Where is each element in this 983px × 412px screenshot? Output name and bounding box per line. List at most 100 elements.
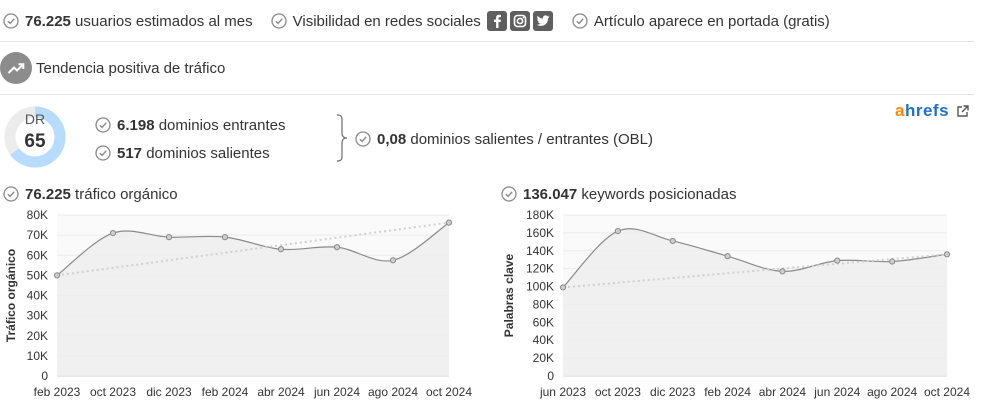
trend-line	[56, 221, 450, 277]
check-circle-icon	[501, 186, 517, 202]
outgoing-label: dominios salientes	[142, 144, 270, 162]
x-tick-label: oct 2024	[924, 385, 970, 399]
traffic-chart: 0 10K 20K 30K 40K 50K 60K 70K 80K feb 2023 oct 202…	[4, 208, 472, 399]
x-tick-label: dic 2023	[146, 385, 192, 399]
social-label: Visibilidad en redes sociales	[292, 12, 481, 30]
y-tick-label: 160K	[526, 226, 554, 240]
check-circle-icon	[95, 117, 111, 133]
frontpage-stat: Artículo aparece en portada (gratis)	[572, 13, 830, 30]
outgoing-value: 517	[117, 144, 143, 162]
divider	[0, 41, 974, 42]
data-point	[221, 234, 229, 241]
x-tick-label: jun 2023	[539, 385, 586, 399]
x-tick-label: dic 2023	[650, 385, 696, 399]
x-tick-label: oct 2023	[595, 385, 641, 399]
obl-label: dominios salientes / entrantes (OBL)	[406, 130, 653, 148]
y-tick-label: 80K	[533, 297, 554, 311]
series-area	[563, 228, 947, 376]
incoming-label: dominios entrantes	[154, 116, 286, 134]
obl-value: 0,08	[377, 130, 407, 148]
data-point	[277, 246, 285, 253]
instagram-icon[interactable]	[509, 11, 530, 31]
y-tick-label: 180K	[526, 208, 554, 222]
twitter-icon[interactable]	[532, 11, 553, 31]
data-point	[109, 230, 117, 237]
y-tick-label: 0	[547, 369, 554, 383]
frontpage-label: Artículo aparece en portada (gratis)	[593, 12, 830, 30]
x-tick-label: ago 2024	[867, 385, 917, 399]
ahrefs-logo-link[interactable]: a hrefs	[895, 101, 969, 121]
users-label: usuarios estimados al mes	[70, 12, 253, 30]
dr-ring-fill	[4, 106, 66, 168]
dr-label: DR	[24, 111, 46, 127]
users-value: 76.225	[25, 12, 71, 30]
data-point	[943, 251, 951, 258]
traffic-chart-header: 76.225 tráfico orgánico	[3, 184, 178, 204]
y-tick-label: 120K	[526, 262, 554, 276]
check-circle-icon	[355, 131, 371, 147]
divider	[0, 94, 974, 95]
incoming-domains-stat: 6.198 dominios entrantes	[95, 115, 285, 135]
keywords-value: 136.047	[523, 185, 578, 203]
external-link-icon[interactable]	[956, 104, 969, 118]
y-tick-label: 30K	[27, 309, 48, 323]
data-point	[614, 228, 621, 235]
keywords-label: keywords posicionadas	[577, 185, 737, 203]
y-tick-label: 80K	[27, 208, 48, 222]
outgoing-domains-stat: 517 dominios salientes	[95, 143, 270, 163]
traffic-value: 76.225	[25, 185, 71, 203]
x-tick-label: jun 2024	[313, 385, 360, 399]
x-tick-label: feb 2024	[202, 385, 249, 399]
y-tick-label: 140K	[526, 244, 554, 258]
y-tick-label: 70K	[27, 228, 48, 242]
data-point	[779, 268, 786, 275]
ahrefs-logo-part1: a	[895, 101, 905, 120]
data-point	[834, 257, 841, 264]
x-tick-label: oct 2024	[426, 385, 472, 399]
y-tick-label: 0	[41, 369, 48, 383]
y-axis-label: Tráfico orgánico	[4, 249, 18, 342]
data-point	[445, 219, 453, 226]
y-tick-label: 60K	[533, 315, 554, 329]
check-circle-icon	[3, 13, 19, 29]
keywords-chart: 0 20K 40K 60K 80K 100K 120K 140K 160K 180K jun 202…	[502, 208, 970, 399]
trend-line	[562, 253, 948, 289]
incoming-value: 6.198	[117, 116, 155, 134]
trend-label: Tendencia positiva de tráfico	[36, 59, 226, 77]
data-point	[724, 253, 731, 260]
obl-stat: 0,08 dominios salientes / entrantes (OBL…	[355, 129, 653, 149]
trending-up-icon	[0, 52, 32, 84]
data-point	[333, 244, 341, 251]
y-tick-label: 20K	[533, 351, 554, 365]
domain-rating-gauge: DR 65	[2, 106, 70, 168]
data-point	[559, 284, 567, 291]
data-point	[889, 258, 896, 265]
x-tick-label: feb 2024	[704, 385, 751, 399]
x-tick-label: oct 2023	[90, 385, 136, 399]
x-tick-label: abr 2024	[257, 385, 305, 399]
brace-icon	[336, 114, 348, 162]
social-stat: Visibilidad en redes sociales	[270, 11, 553, 31]
users-stat: 76.225 usuarios estimados al mes	[3, 13, 253, 30]
series-area	[57, 222, 449, 376]
data-point	[389, 257, 397, 264]
y-tick-label: 100K	[526, 280, 554, 294]
y-tick-label: 40K	[533, 333, 554, 347]
y-tick-label: 60K	[27, 248, 48, 262]
top-stats-row: 76.225 usuarios estimados al mes Visibil…	[3, 10, 830, 32]
y-tick-label: 10K	[27, 349, 48, 363]
x-tick-label: feb 2023	[34, 385, 81, 399]
check-circle-icon	[270, 13, 287, 29]
y-tick-label: 20K	[27, 329, 48, 343]
check-circle-icon	[95, 145, 111, 161]
dr-value: 65	[24, 131, 46, 152]
x-tick-label: jun 2024	[813, 385, 860, 399]
data-point	[165, 234, 173, 241]
keywords-chart-header: 136.047 keywords posicionadas	[501, 184, 737, 204]
traffic-label: tráfico orgánico	[70, 185, 178, 203]
y-tick-label: 40K	[27, 289, 48, 303]
data-point	[53, 272, 61, 279]
data-point	[669, 237, 676, 245]
y-axis-label: Palabras clave	[502, 253, 516, 337]
facebook-icon[interactable]	[486, 11, 507, 31]
